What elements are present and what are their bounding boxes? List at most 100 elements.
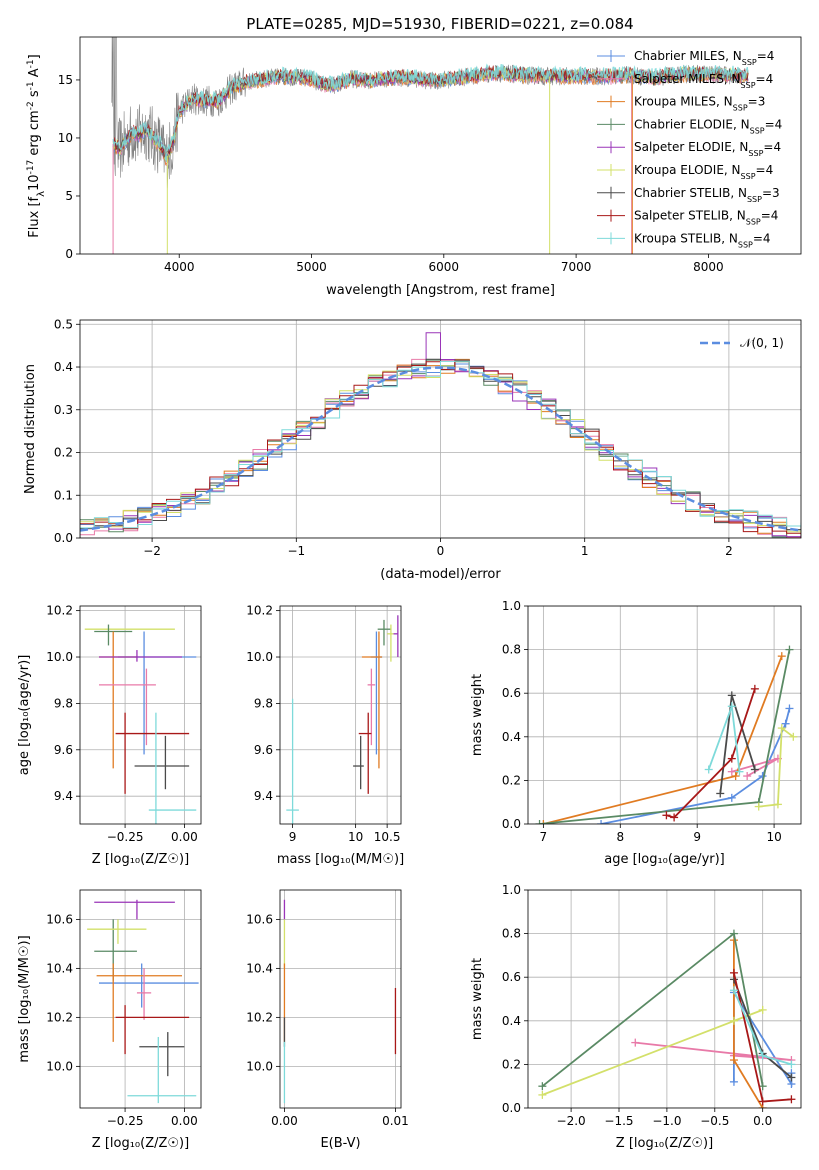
plot-area: [80, 890, 201, 1108]
y-axis-label: mass [log₁₀(M/M☉)]: [17, 935, 32, 1062]
plot-area: [280, 606, 401, 824]
y-tick-label: 0.2: [54, 446, 73, 460]
y-tick-label: 9.4: [54, 789, 73, 803]
y-tick-label: 0.0: [502, 1101, 521, 1115]
y-axis-label-part: λ: [36, 191, 47, 197]
mass-weight-line-chabrier-elodie: [541, 931, 764, 1087]
axes-frame: [527, 889, 802, 1109]
x-axis-label: (data-model)/error: [380, 567, 501, 582]
legend-entry: Salpeter STELIB, NSSP=4: [634, 209, 778, 227]
y-tick-label: 10.6: [246, 912, 273, 926]
legend-entry: Salpeter ELODIE, NSSP=4: [634, 140, 781, 158]
x-tick-label: 4000: [164, 260, 195, 274]
legend-sub: SSP: [733, 103, 748, 112]
axes-frame: [79, 319, 802, 539]
y-tick-label: 10.2: [46, 604, 73, 618]
y-axis-label-part: A: [27, 68, 42, 81]
y-tick-label: 9.6: [254, 743, 273, 757]
x-tick-label: 0.00: [171, 1114, 198, 1128]
y-axis-label-part: -1: [26, 59, 36, 68]
x-tick-label: 0.0: [753, 1114, 772, 1128]
x-tick-label: −2: [143, 544, 161, 558]
x-tick-label: 0.01: [382, 1114, 409, 1128]
y-tick-label: 0: [65, 247, 73, 261]
x-tick-label: 2: [725, 544, 733, 558]
legend-label: Kroupa STELIB, N: [634, 231, 738, 245]
x-axis-label: Z [log₁₀(Z/Z☉)]: [92, 1136, 189, 1151]
plot-area: [80, 606, 201, 824]
axes-frame: [79, 36, 802, 255]
y-tick-label: 0.6: [502, 686, 521, 700]
y-axis-label: age [log₁₀(age/yr)]: [17, 655, 32, 776]
axes-frame: [79, 889, 202, 1109]
legend-entry: 𝒩(0, 1): [740, 336, 784, 350]
y-tick-label: 10: [58, 131, 73, 145]
panel-age_vs_mass: 9 10 10.5 9.4 9.6 9.8 10.0 10.2 mass [log₁₀(M/M☉…: [246, 604, 404, 867]
y-tick-label: 0.3: [54, 403, 73, 417]
legend-nssp: =4: [761, 209, 779, 223]
panel-massweight_vs_Z: −2.0 −1.5 −1.0 −0.5 0.0 0.0 0.2 0.4 0.6 0.8 1.0 Z […: [470, 883, 802, 1151]
legend-nssp: =4: [765, 117, 783, 131]
legend: 𝒩(0, 1): [700, 336, 784, 350]
x-tick-label: 0: [437, 544, 445, 558]
x-tick-label: 6000: [429, 260, 460, 274]
legend-sub: SSP: [750, 126, 765, 135]
y-tick-label: 0.4: [502, 1014, 521, 1028]
y-tick-label: 10.4: [46, 961, 73, 975]
legend-label: Chabrier STELIB, N: [634, 186, 747, 200]
legend-entry: Kroupa STELIB, NSSP=4: [634, 231, 771, 249]
histogram-kroupa-stelib: [80, 360, 801, 529]
y-axis-label: Normed distribution: [23, 364, 38, 494]
legend-nssp: =3: [748, 95, 766, 109]
y-tick-label: 10.0: [46, 1059, 73, 1073]
y-tick-label: 10.0: [246, 650, 273, 664]
y-tick-label: 10.6: [46, 912, 73, 926]
legend-sub: SSP: [748, 149, 763, 158]
x-axis-label: Z [log₁₀(Z/Z☉)]: [616, 1136, 713, 1151]
y-tick-label: 0.8: [502, 927, 521, 941]
y-tick-label: 0.6: [502, 970, 521, 984]
y-tick-label: 5: [65, 189, 73, 203]
x-axis-label: mass [log₁₀(M/M☉)]: [277, 852, 404, 867]
y-tick-label: 9.8: [54, 696, 73, 710]
x-tick-label: 10: [348, 830, 363, 844]
axes-frame: [527, 605, 802, 825]
legend-sub: SSP: [738, 240, 753, 249]
y-axis-label: mass weight: [470, 674, 485, 756]
plot-area: [111, 37, 749, 254]
y-tick-label: 10.4: [246, 961, 273, 975]
legend-sub: SSP: [741, 172, 756, 181]
plot-area: [80, 320, 801, 538]
x-tick-label: 9: [693, 830, 701, 844]
y-tick-label: 1.0: [502, 599, 521, 613]
legend-sub: SSP: [746, 217, 761, 226]
y-tick-label: 0.4: [502, 730, 521, 744]
y-tick-label: 10.0: [46, 650, 73, 664]
y-tick-label: 0.0: [54, 531, 73, 545]
x-tick-label: −0.25: [107, 830, 144, 844]
x-tick-label: 1: [581, 544, 589, 558]
x-axis-label: E(B-V): [320, 1136, 360, 1151]
axes-frame: [279, 889, 402, 1109]
y-axis-label-part: Flux [f: [27, 196, 42, 237]
y-tick-label: 0.2: [502, 1057, 521, 1071]
mass-weight-line-kroupa-elodie: [758, 726, 794, 808]
axes-frame: [279, 605, 402, 825]
y-tick-label: 0.8: [502, 643, 521, 657]
x-tick-label: 0.00: [271, 1114, 298, 1128]
y-tick-label: 9.4: [254, 789, 273, 803]
y-axis-label-part: s: [27, 90, 42, 101]
panel-massweight_vs_age: 7 8 9 10 0.0 0.2 0.4 0.6 0.8 1.0 age [log₁₀(age/yr…: [470, 599, 802, 867]
y-tick-label: 9.6: [54, 743, 73, 757]
y-tick-label: 0.5: [54, 317, 73, 331]
x-tick-label: 8000: [693, 260, 724, 274]
y-tick-label: 15: [58, 73, 73, 87]
y-tick-label: 0.4: [54, 360, 73, 374]
x-tick-label: 10: [766, 830, 781, 844]
x-tick-label: 0.00: [171, 830, 198, 844]
legend-label: Kroupa ELODIE, N: [634, 163, 741, 177]
legend-label: Salpeter MILES, N: [634, 72, 741, 86]
